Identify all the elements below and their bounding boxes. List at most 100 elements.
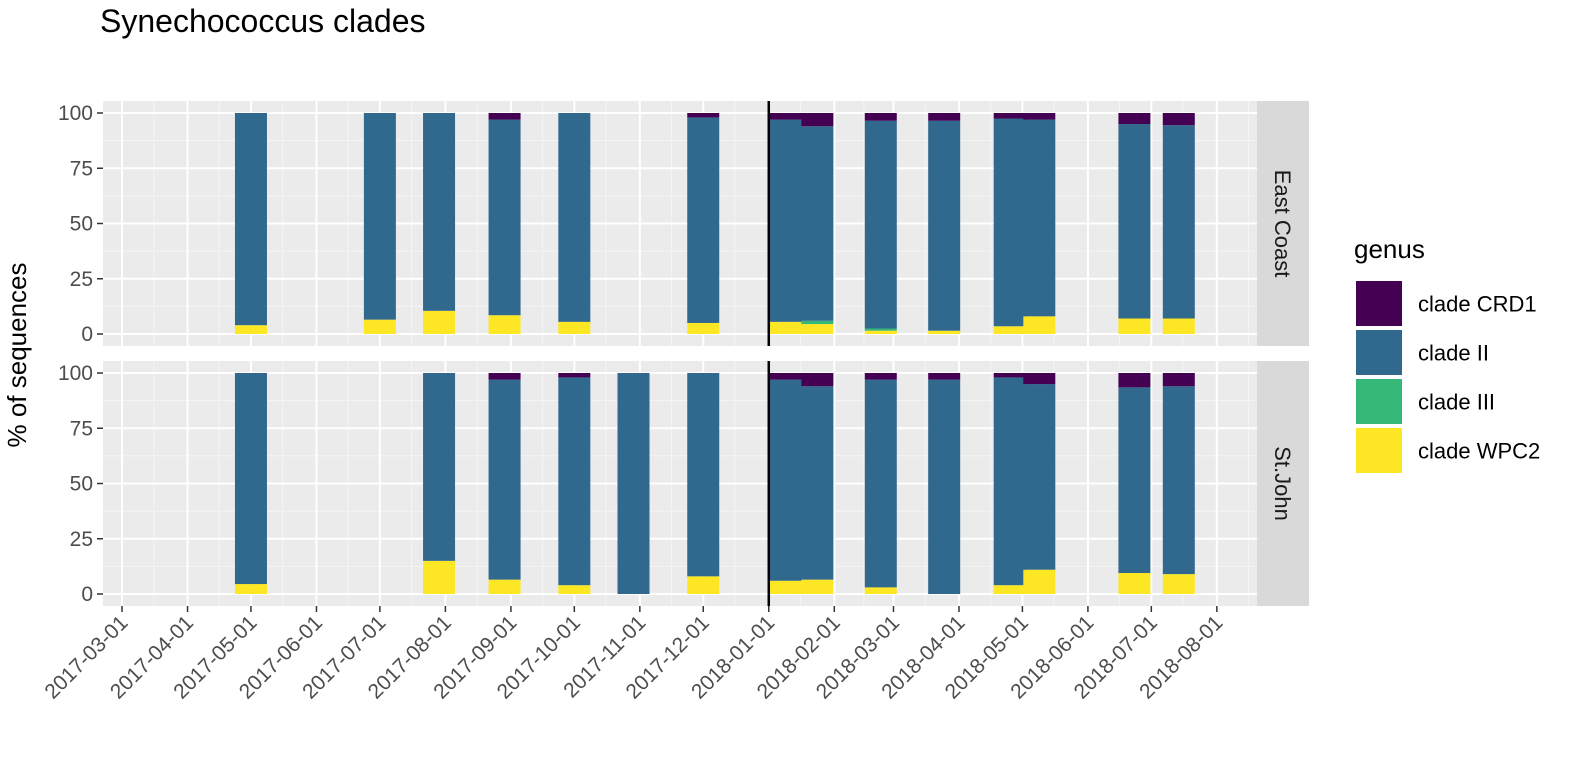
bar-segment-clade-iii <box>801 320 834 325</box>
legend-label: clade III <box>1418 390 1495 415</box>
legend-label: clade II <box>1418 341 1489 366</box>
bar-segment-clade-wpc2 <box>769 580 802 594</box>
bar-segment-clade-crd1 <box>769 373 802 380</box>
bar-segment-clade-crd1 <box>801 373 834 387</box>
bar-segment-clade-crd1 <box>1023 113 1056 120</box>
bar-segment-clade-wpc2 <box>1118 318 1151 334</box>
bar-segment-clade-crd1 <box>928 373 961 380</box>
y-tick-label: 0 <box>81 323 93 346</box>
bar-segment-clade-ii <box>864 120 897 329</box>
y-tick-label: 100 <box>58 362 93 385</box>
bar-segment-clade-ii <box>558 113 591 322</box>
bar-segment-clade-ii <box>234 373 267 585</box>
bar-segment-clade-ii <box>1162 386 1195 575</box>
bar-segment-clade-wpc2 <box>558 585 591 594</box>
bar-segment-clade-ii <box>769 119 802 322</box>
bar-segment-clade-crd1 <box>769 113 802 120</box>
bar-segment-clade-wpc2 <box>769 321 802 334</box>
bar-segment-clade-crd1 <box>993 113 1026 119</box>
bar-segment-clade-ii <box>993 118 1026 327</box>
bar-segment-clade-ii <box>488 379 521 580</box>
legend-title: genus <box>1354 234 1425 264</box>
y-tick-label: 25 <box>70 528 93 551</box>
bar-segment-clade-wpc2 <box>864 330 897 334</box>
bar-segment-clade-wpc2 <box>993 585 1026 594</box>
bar-segment-clade-wpc2 <box>1023 316 1056 334</box>
bar-segment-clade-ii <box>928 120 961 331</box>
x-axis: 2017-03-012017-04-012017-05-012017-06-01… <box>40 606 1227 703</box>
bar-segment-clade-wpc2 <box>993 326 1026 334</box>
bar-segment-clade-crd1 <box>993 373 1026 378</box>
bar-segment-clade-ii <box>423 373 456 561</box>
bar-segment-clade-crd1 <box>928 113 961 121</box>
bar-segment-clade-ii <box>1118 387 1151 574</box>
bar-segment-clade-ii <box>1162 125 1195 319</box>
legend-key <box>1356 428 1402 473</box>
bar-segment-clade-wpc2 <box>558 321 591 334</box>
bar-segment-clade-ii <box>769 379 802 581</box>
bar-segment-clade-ii <box>234 113 267 326</box>
facet-strip <box>1257 361 1309 606</box>
bar-segment-clade-ii <box>801 386 834 580</box>
bar-segment-clade-ii <box>363 113 396 320</box>
bar-segment-clade-wpc2 <box>423 560 456 594</box>
bar-segment-clade-wpc2 <box>801 324 834 334</box>
bar-segment-clade-wpc2 <box>801 579 834 594</box>
bar-segment-clade-ii <box>687 373 720 577</box>
y-tick-label: 50 <box>70 213 93 236</box>
panel-0: 0 25 50 75 100 East Coast <box>58 101 1309 346</box>
bar-segment-clade-wpc2 <box>1023 569 1056 594</box>
bar-segment-clade-wpc2 <box>687 576 720 594</box>
bar-segment-clade-ii <box>928 379 961 594</box>
legend: genus clade CRD1 clade II clade III clade W… <box>1354 234 1540 473</box>
bar-segment-clade-wpc2 <box>864 587 897 594</box>
bar-segment-clade-crd1 <box>1118 373 1151 388</box>
bar-segment-clade-ii <box>423 113 456 311</box>
y-tick-label: 100 <box>58 102 93 125</box>
bar-segment-clade-crd1 <box>558 373 591 378</box>
bar-segment-clade-crd1 <box>864 113 897 121</box>
y-tick-label: 0 <box>81 583 93 606</box>
bar-segment-clade-crd1 <box>801 113 834 127</box>
bar-segment-clade-wpc2 <box>488 315 521 334</box>
bar-segment-clade-ii <box>993 377 1026 586</box>
bar-segment-clade-crd1 <box>488 373 521 380</box>
bar-segment-clade-ii <box>1023 384 1056 570</box>
y-tick-label: 75 <box>70 417 93 440</box>
facet-strip <box>1257 101 1309 346</box>
bar-segment-clade-wpc2 <box>928 330 961 334</box>
bar-segment-clade-crd1 <box>687 113 720 118</box>
bar-segment-clade-crd1 <box>1023 373 1056 385</box>
y-tick-label: 75 <box>70 157 93 180</box>
bar-segment-clade-ii <box>1023 119 1056 317</box>
bar-segment-clade-ii <box>864 379 897 588</box>
legend-label: clade CRD1 <box>1418 292 1537 317</box>
bar-segment-clade-wpc2 <box>234 325 267 334</box>
bar-segment-clade-crd1 <box>1162 113 1195 126</box>
bar-segment-clade-wpc2 <box>1162 318 1195 334</box>
panel-1: 0 25 50 75 100 St.John <box>58 361 1309 606</box>
y-tick-label: 25 <box>70 268 93 291</box>
y-axis-title: % of sequences <box>2 262 32 447</box>
bar-segment-clade-wpc2 <box>423 310 456 334</box>
bar-segment-clade-wpc2 <box>488 579 521 594</box>
bar-segment-clade-ii <box>801 126 834 321</box>
y-tick-label: 50 <box>70 473 93 496</box>
legend-key <box>1356 281 1402 326</box>
bar-segment-clade-crd1 <box>488 113 521 120</box>
legend-key <box>1356 379 1402 424</box>
bar-segment-clade-ii <box>488 119 521 316</box>
bar-segment-clade-crd1 <box>1162 373 1195 387</box>
bar-segment-clade-ii <box>617 373 650 594</box>
chart-title: Synechococcus clades <box>100 3 426 39</box>
bar-segment-clade-ii <box>687 117 720 323</box>
facet-panels: 0 25 50 75 100 East Coast 0 25 50 75 100 St.John <box>58 101 1309 606</box>
facet-strip-label: St.John <box>1270 446 1295 521</box>
bar-segment-clade-wpc2 <box>1118 573 1151 594</box>
bar-segment-clade-wpc2 <box>687 322 720 334</box>
legend-key <box>1356 330 1402 375</box>
facet-strip-label: East Coast <box>1270 170 1295 278</box>
bar-segment-clade-ii <box>558 377 591 586</box>
bar-segment-clade-iii <box>864 328 897 331</box>
